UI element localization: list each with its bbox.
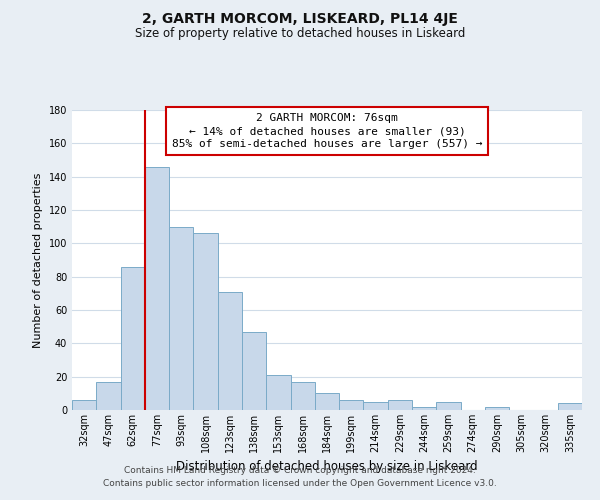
Bar <box>218 292 242 410</box>
Bar <box>315 394 339 410</box>
Bar <box>72 400 96 410</box>
Bar <box>96 382 121 410</box>
Bar <box>558 404 582 410</box>
Bar <box>388 400 412 410</box>
Text: 2 GARTH MORCOM: 76sqm
← 14% of detached houses are smaller (93)
85% of semi-deta: 2 GARTH MORCOM: 76sqm ← 14% of detached … <box>172 113 482 150</box>
Bar <box>412 406 436 410</box>
Text: 2, GARTH MORCOM, LISKEARD, PL14 4JE: 2, GARTH MORCOM, LISKEARD, PL14 4JE <box>142 12 458 26</box>
Bar <box>193 234 218 410</box>
Y-axis label: Number of detached properties: Number of detached properties <box>33 172 43 348</box>
Bar <box>364 402 388 410</box>
Bar <box>169 226 193 410</box>
Bar <box>485 406 509 410</box>
X-axis label: Distribution of detached houses by size in Liskeard: Distribution of detached houses by size … <box>176 460 478 473</box>
Bar <box>339 400 364 410</box>
Bar <box>266 375 290 410</box>
Bar <box>242 332 266 410</box>
Bar <box>290 382 315 410</box>
Bar <box>145 166 169 410</box>
Text: Size of property relative to detached houses in Liskeard: Size of property relative to detached ho… <box>135 28 465 40</box>
Bar <box>436 402 461 410</box>
Bar <box>121 266 145 410</box>
Text: Contains HM Land Registry data © Crown copyright and database right 2024.
Contai: Contains HM Land Registry data © Crown c… <box>103 466 497 487</box>
